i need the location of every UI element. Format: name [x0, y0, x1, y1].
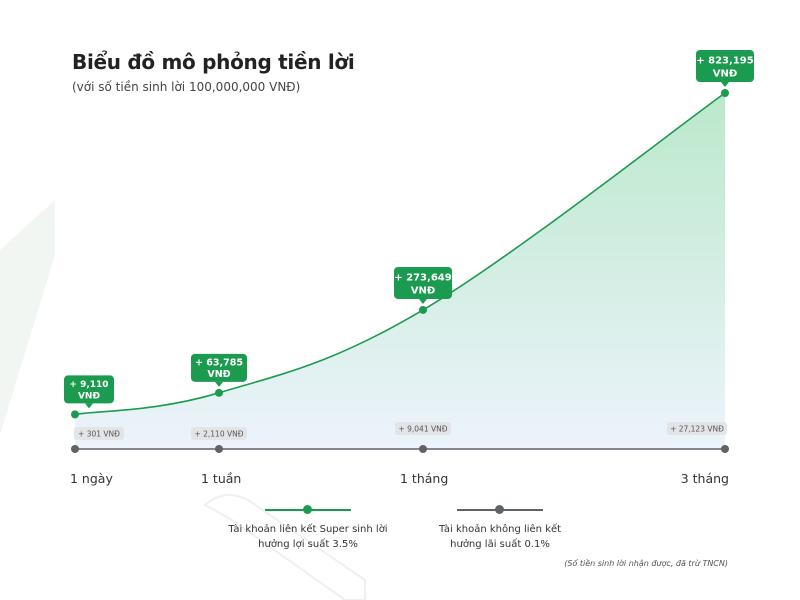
data-label-linked-pointer: [419, 298, 427, 304]
chart-title: Biểu đồ mô phỏng tiền lời: [72, 50, 355, 74]
data-label-linked-3: + 273,649 VNĐ: [394, 266, 452, 304]
legend-linked: Tài khoản liên kết Super sinh lời hưởng …: [228, 504, 388, 552]
area-fill-linked: [75, 93, 725, 449]
line-series-linked: [74, 92, 726, 416]
data-label-linked-box: [696, 50, 754, 82]
data-label-linked-4: + 823,195 VNĐ: [696, 50, 754, 87]
data-label-linked-pointer: [721, 82, 729, 87]
data-label-not-linked-text: + 27,123 VNĐ: [670, 425, 724, 434]
point-not-linked-2: [215, 445, 223, 453]
data-label-not-linked-4: + 27,123 VNĐ: [667, 422, 727, 435]
x-tick-label-1: 1 ngày: [70, 471, 113, 486]
data-label-not-linked-1: + 301 VNĐ: [74, 427, 124, 440]
legend-not-linked: Tài khoản không liên kết hưởng lãi suất …: [425, 504, 575, 552]
data-label-linked-unit: VNĐ: [78, 392, 100, 402]
point-linked-3: [419, 305, 427, 314]
data-label-linked-box: [394, 266, 452, 299]
data-label-linked-value: + 9,110: [69, 380, 108, 390]
data-label-not-linked-box: [191, 427, 247, 440]
data-label-linked-value: + 823,195: [696, 55, 753, 66]
data-label-not-linked-box: [74, 427, 124, 440]
point-not-linked-1: [71, 445, 79, 453]
point-not-linked-4: [721, 445, 729, 453]
point-linked-4: [721, 89, 729, 97]
data-label-linked-unit: VNĐ: [207, 369, 230, 380]
data-label-linked-pointer: [85, 403, 93, 409]
data-label-not-linked-2: + 2,110 VNĐ: [191, 427, 247, 440]
data-label-linked-unit: VNĐ: [411, 286, 436, 297]
x-tick-label-2: 1 tuần: [201, 471, 241, 486]
footnote: (Số tiền sinh lời nhận được, đã trừ TNCN…: [564, 559, 728, 568]
data-label-linked-1: + 9,110 VNĐ: [64, 375, 114, 409]
x-tick-label-4: 3 tháng: [681, 471, 729, 486]
data-label-not-linked-text: + 9,041 VNĐ: [398, 425, 447, 434]
data-label-linked-value: + 273,649: [394, 272, 451, 283]
point-not-linked-3: [419, 445, 427, 453]
decor-left-shape: [0, 200, 55, 435]
chart-subtitle: (với số tiền sinh lời 100,000,000 VNĐ): [72, 80, 301, 94]
data-label-not-linked-box: [395, 422, 451, 435]
decor-bottom-curve: [203, 494, 366, 600]
point-linked-2: [215, 388, 223, 397]
data-label-linked-box: [64, 375, 114, 404]
data-label-not-linked-box: [667, 422, 727, 435]
x-tick-label-3: 1 tháng: [400, 471, 448, 486]
legend-not-linked-swatch: [457, 504, 543, 516]
data-label-linked-pointer: [215, 381, 223, 387]
data-label-linked-box: [191, 353, 247, 382]
legend-not-linked-label: Tài khoản không liên kết hưởng lãi suất …: [438, 524, 562, 550]
legend-linked-swatch: [265, 504, 351, 516]
point-linked-1: [71, 410, 79, 419]
legend-linked-label: Tài khoản liên kết Super sinh lời hưởng …: [228, 524, 388, 550]
data-label-not-linked-3: + 9,041 VNĐ: [395, 422, 451, 435]
data-label-linked-value: + 63,785: [195, 358, 243, 369]
data-label-linked-unit: VNĐ: [713, 69, 738, 80]
data-label-not-linked-text: + 2,110 VNĐ: [194, 430, 243, 439]
data-label-not-linked-text: + 301 VNĐ: [78, 430, 120, 439]
